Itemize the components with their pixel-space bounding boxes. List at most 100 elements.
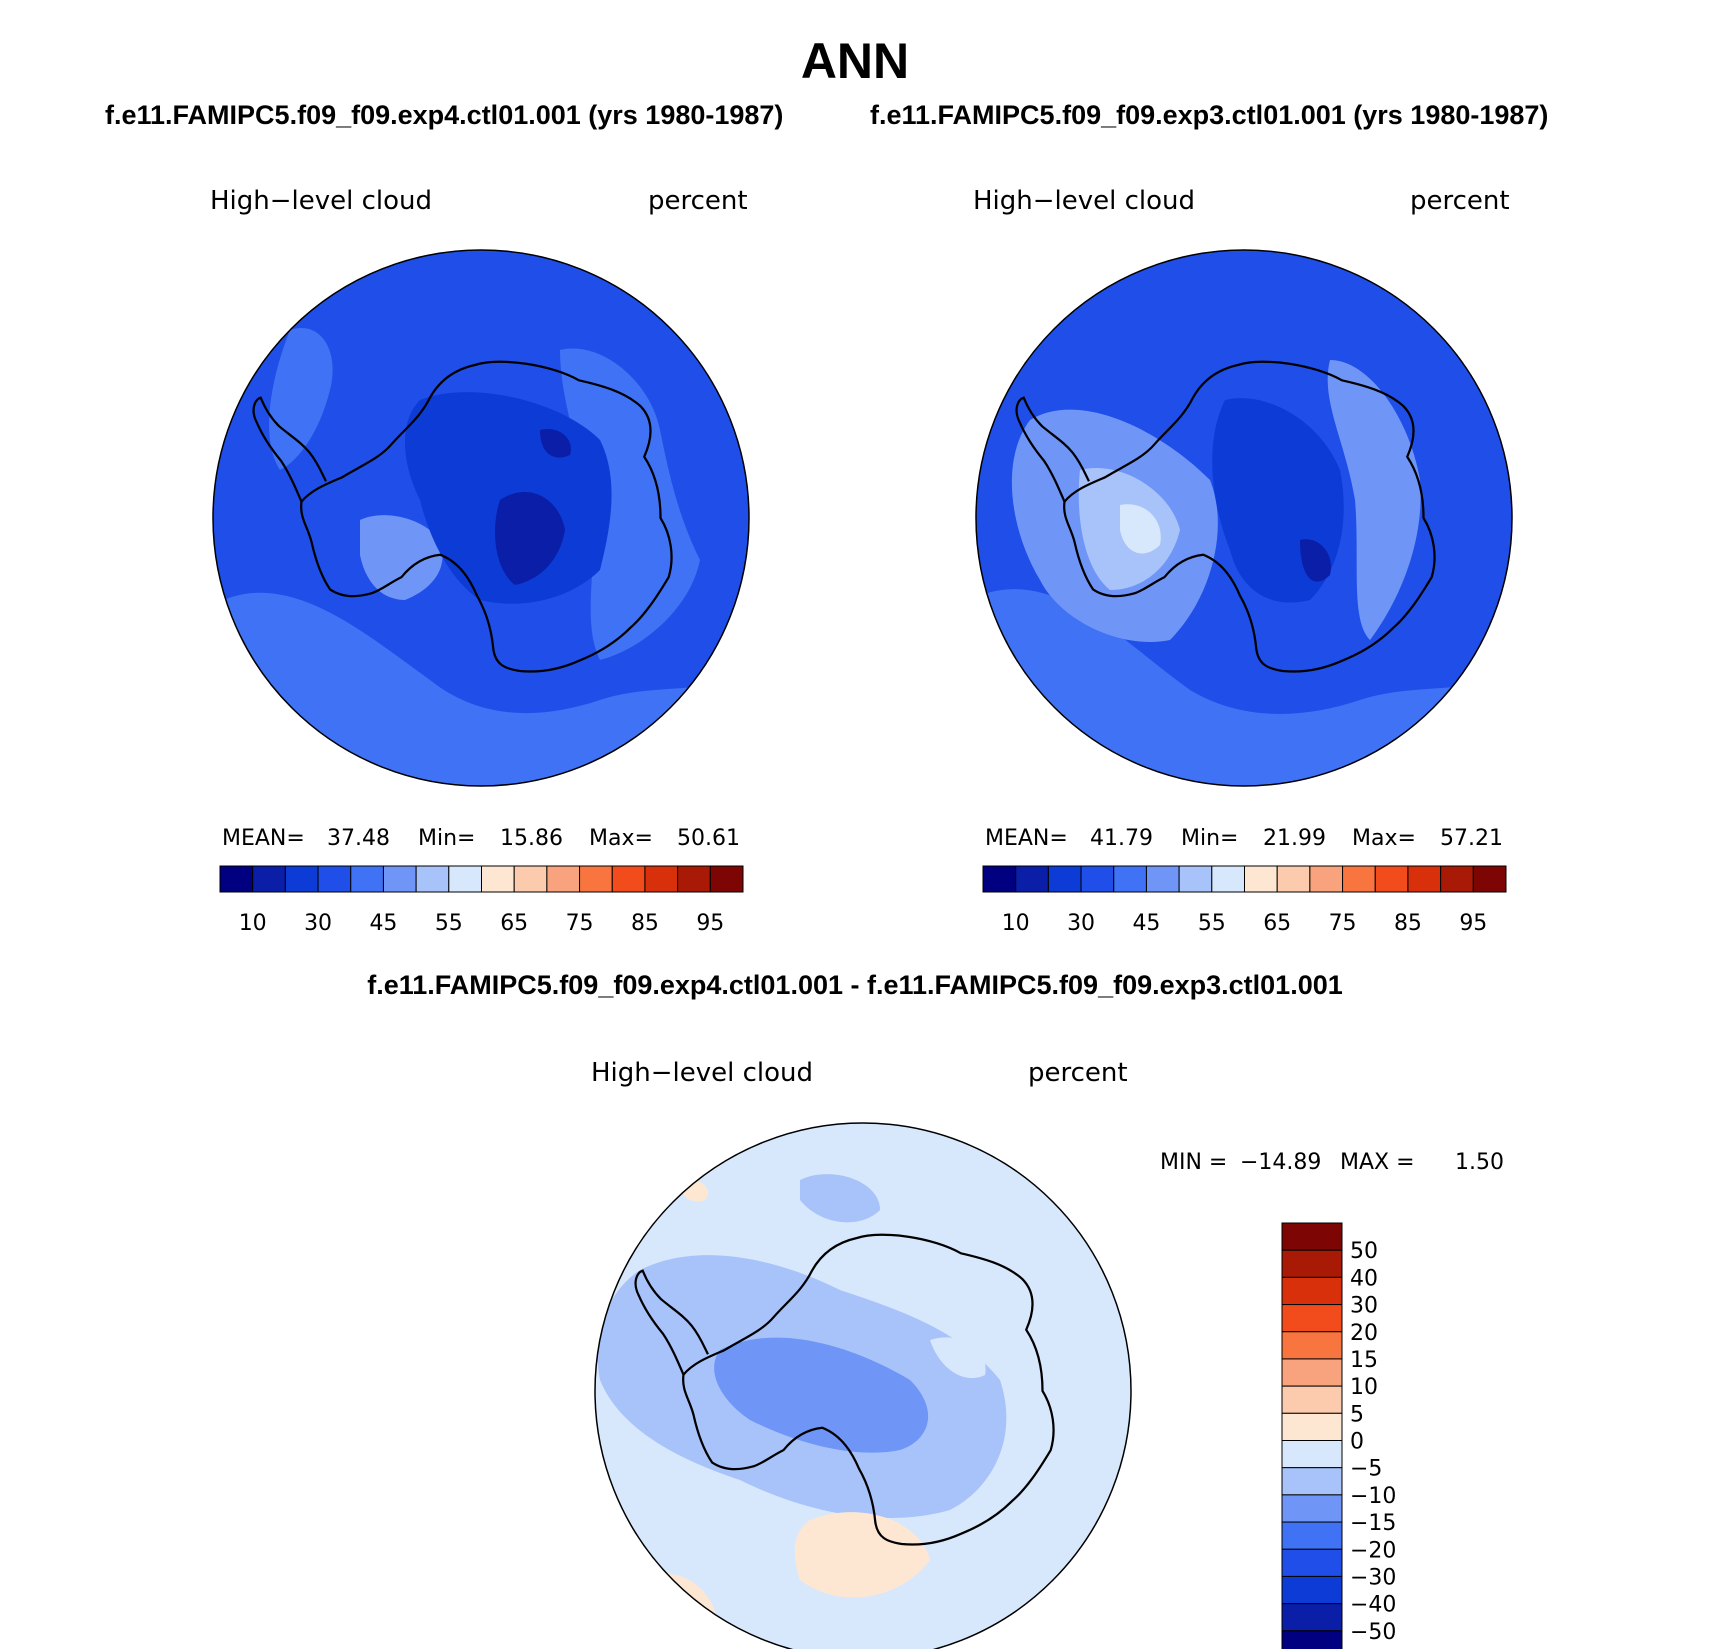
panel2-colorbar-box (1047, 865, 1082, 893)
panel1-colorbar: 10 30 45 55 65 75 85 95 (219, 865, 744, 936)
panel2-colorbar-box (1244, 865, 1278, 893)
diff-colorbar-box (1281, 1331, 1343, 1360)
panel2-mean-value: 41.79 (1090, 826, 1153, 851)
panel2-colorbar-tick-label: 95 (1459, 911, 1487, 936)
panel2-units-label: percent (1410, 186, 1510, 216)
panel1-colorbar-box (252, 865, 286, 893)
diff-colorbar-box (1281, 1412, 1343, 1441)
diff-colorbar-tick-label: −5 (1350, 1457, 1382, 1482)
panel1-colorbar-box (677, 865, 711, 893)
diff-colorbar-tick-label: 20 (1350, 1321, 1378, 1346)
diff-colorbar-box (1281, 1467, 1343, 1496)
panel1-colorbar-box (644, 865, 679, 893)
diff-colorbar-box (1281, 1222, 1343, 1251)
diff-colorbar-tick-label: −30 (1350, 1565, 1396, 1590)
panel1-colorbar-box (382, 865, 417, 893)
panel2-min-label: Min= (1181, 826, 1239, 851)
diff-colorbar-tick-label: −10 (1350, 1484, 1396, 1509)
panel2-colorbar-box (1407, 865, 1442, 893)
panel1-max-value: 50.61 (677, 826, 740, 851)
diff-colorbar-tick-label: −50 (1350, 1620, 1396, 1645)
panel1-colorbar-tick-label: 75 (566, 911, 594, 936)
panel2-colorbar-box (1374, 865, 1409, 893)
diff-colorbar-box (1281, 1494, 1343, 1523)
panel1-max-label: Max= (589, 826, 653, 851)
diff-colorbar-box (1281, 1630, 1343, 1649)
panel2-colorbar-box (1276, 865, 1311, 893)
diff-colorbar-box (1281, 1358, 1343, 1387)
panel2-colorbar-tick-label: 30 (1067, 911, 1095, 936)
diff-map (595, 1123, 1131, 1649)
panel1-mean-value: 37.48 (327, 826, 390, 851)
diff-colorbar-box (1281, 1304, 1343, 1333)
panel1-colorbar-box (611, 865, 646, 893)
panel2-colorbar-box (1440, 865, 1474, 893)
diff-colorbar-box (1281, 1249, 1343, 1278)
panel2-colorbar-box (1145, 865, 1180, 893)
panel2-colorbar-tick-label: 10 (1002, 911, 1030, 936)
panel1-min-value: 15.86 (500, 826, 563, 851)
panel2-map (976, 250, 1512, 786)
diff-colorbar-tick-label: 15 (1350, 1348, 1378, 1373)
panel1-colorbar-box (709, 865, 744, 893)
panel1-colorbar-tick-label: 85 (631, 911, 659, 936)
panel2-colorbar-box (1113, 865, 1147, 893)
panel2-colorbar: 10 30 45 55 65 75 85 95 (982, 865, 1507, 936)
panel2-colorbar-box (1472, 865, 1507, 893)
diff-colorbar-box (1281, 1385, 1343, 1414)
diff-colorbar-tick-label: 5 (1350, 1402, 1364, 1427)
panel2-min-value: 21.99 (1263, 826, 1326, 851)
diff-colorbar-box (1281, 1603, 1343, 1632)
diff-case-title: f.e11.FAMIPC5.f09_f09.exp4.ctl01.001 - f… (367, 970, 1343, 1000)
panel1-colorbar-tick-label: 10 (239, 911, 267, 936)
diff-colorbar-tick-label: 40 (1350, 1266, 1378, 1291)
diff-max-label: MAX = (1340, 1150, 1415, 1175)
panel2-colorbar-box (1309, 865, 1344, 893)
diff-colorbar-tick-label: 10 (1350, 1375, 1378, 1400)
panel1-colorbar-box (513, 865, 548, 893)
panel1-colorbar-box (317, 865, 352, 893)
panel2-variable-label: High−level cloud (973, 186, 1196, 216)
panel2-mean-label: MEAN= (985, 826, 1068, 851)
panel1-min-label: Min= (418, 826, 476, 851)
panel2-colorbar-box (1342, 865, 1376, 893)
panel1-colorbar-tick-label: 30 (304, 911, 332, 936)
panel1-map (213, 250, 749, 786)
panel2-colorbar-tick-label: 45 (1132, 911, 1160, 936)
diff-units-label: percent (1028, 1058, 1128, 1088)
panel1-colorbar-tick-label: 55 (435, 911, 463, 936)
diff-max-value: 1.50 (1455, 1150, 1504, 1175)
panel2-colorbar-box (1178, 865, 1213, 893)
diff-variable-label: High−level cloud (591, 1058, 814, 1088)
diff-min-label: MIN = (1160, 1150, 1228, 1175)
panel2-colorbar-box (1211, 865, 1245, 893)
diff-colorbar-box (1281, 1521, 1343, 1550)
panel2-colorbar-box (982, 865, 1017, 893)
diff-colorbar-tick-label: −15 (1350, 1511, 1396, 1536)
panel1-colorbar-tick-label: 45 (369, 911, 397, 936)
panel1-colorbar-box (481, 865, 515, 893)
diff-colorbar-box (1281, 1276, 1343, 1306)
panel1-colorbar-box (350, 865, 384, 893)
diff-colorbar-tick-label: 50 (1350, 1239, 1378, 1264)
panel1-colorbar-box (579, 865, 613, 893)
panel2-colorbar-box (1080, 865, 1115, 893)
page-title: ANN (800, 33, 910, 89)
panel2-case-title: f.e11.FAMIPC5.f09_f09.exp3.ctl01.001 (yr… (870, 100, 1549, 130)
panel1-mean-label: MEAN= (222, 826, 305, 851)
diff-colorbar-box (1281, 1548, 1343, 1577)
panel2-colorbar-tick-label: 55 (1198, 911, 1226, 936)
panel1-colorbar-box (546, 865, 581, 893)
panel1-colorbar-tick-label: 65 (500, 911, 528, 936)
panel2-colorbar-tick-label: 85 (1394, 911, 1422, 936)
diff-min-value: −14.89 (1240, 1150, 1322, 1175)
diff-colorbar-tick-label: 0 (1350, 1430, 1364, 1455)
diff-colorbar-tick-label: −40 (1350, 1593, 1396, 1618)
panel1-variable-label: High−level cloud (210, 186, 433, 216)
diff-colorbar-tick-label: −20 (1350, 1538, 1396, 1563)
panel2-max-value: 57.21 (1440, 826, 1503, 851)
panel1-units-label: percent (648, 186, 748, 216)
panel1-colorbar-box (219, 865, 254, 893)
